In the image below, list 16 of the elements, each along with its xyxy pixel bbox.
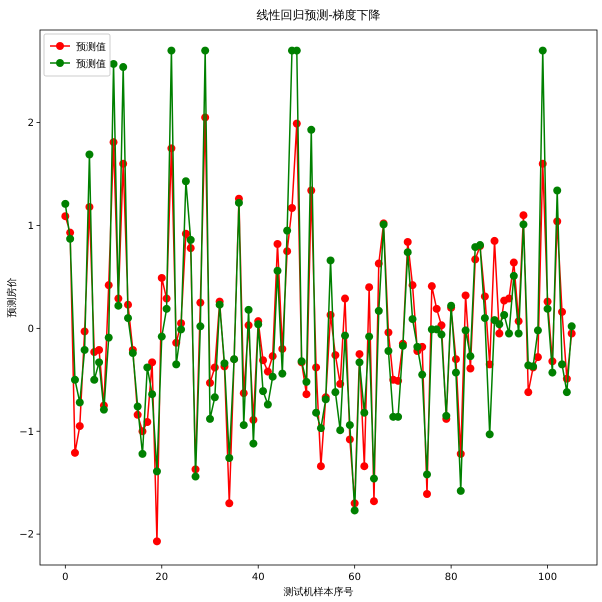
x-axis-title: 测试机样本序号 — [284, 586, 354, 598]
x-tick-label: 80 — [444, 572, 458, 583]
y-tick-label: 2 — [28, 118, 34, 130]
x-tick-label: 20 — [155, 572, 168, 583]
y-tick-label: −1 — [19, 426, 34, 438]
legend-label: 预测值 — [76, 41, 106, 53]
chart-title: 线性回归预测-梯度下降 — [256, 8, 381, 22]
y-axis-title: 预测房价 — [6, 278, 18, 318]
legend-label: 预测值 — [76, 58, 106, 70]
y-tick-label: −2 — [19, 530, 34, 541]
x-tick-label: 100 — [538, 572, 558, 583]
x-tick-label: 40 — [252, 572, 265, 583]
x-tick-label: 0 — [62, 572, 69, 583]
y-tick-label: 1 — [28, 220, 34, 232]
y-tick-label: 0 — [28, 324, 34, 335]
x-tick-label: 60 — [348, 572, 362, 583]
